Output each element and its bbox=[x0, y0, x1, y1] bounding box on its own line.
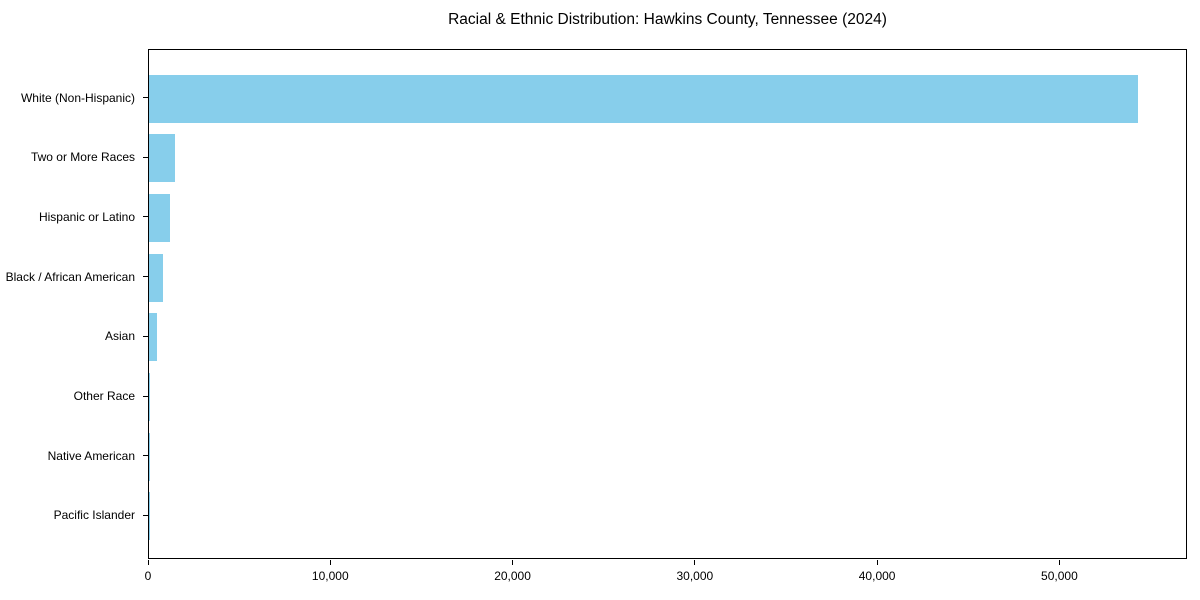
y-tick-mark bbox=[143, 216, 148, 218]
y-tick-label-other-race: Other Race bbox=[73, 389, 135, 403]
y-tick-label-hispanic-or-latino: Hispanic or Latino bbox=[38, 209, 135, 224]
y-tick-mark bbox=[143, 156, 148, 158]
bar-white-non-hispanic bbox=[149, 74, 1138, 123]
y-tick-mark bbox=[143, 514, 148, 516]
y-tick-label-native-american: Native American bbox=[47, 448, 135, 463]
x-tick-label: 0 bbox=[144, 569, 152, 583]
x-tick-mark bbox=[512, 560, 514, 565]
y-tick-mark bbox=[143, 395, 148, 397]
y-tick-label-two-or-more-races: Two or More Races bbox=[30, 150, 135, 165]
y-tick-mark bbox=[143, 276, 148, 278]
bar-other-race bbox=[149, 373, 151, 421]
x-tick-label: 20,000 bbox=[494, 569, 531, 583]
x-tick-label: 30,000 bbox=[676, 569, 714, 583]
bar-hispanic-or-latino bbox=[149, 193, 171, 242]
x-tick-label: 10,000 bbox=[311, 569, 349, 583]
bar-black-african-american bbox=[149, 253, 164, 302]
y-tick-label-black-african-american: Black / African American bbox=[5, 269, 135, 284]
bar-two-or-more-races bbox=[149, 134, 176, 183]
x-tick-label: 40,000 bbox=[858, 569, 896, 583]
y-tick-label-white-non-hispanic: White (Non-Hispanic) bbox=[20, 90, 135, 105]
y-tick-mark bbox=[143, 97, 148, 98]
x-axis: 0 10,000 20,000 30,000 40,000 50,000 bbox=[144, 560, 1187, 596]
y-tick-mark bbox=[143, 335, 148, 337]
x-tick-mark bbox=[148, 560, 149, 565]
x-tick-mark bbox=[1058, 560, 1060, 565]
bar-asian bbox=[149, 313, 157, 362]
x-tick-mark bbox=[329, 560, 331, 565]
chart-title: Racial & Ethnic Distribution: Hawkins Co… bbox=[448, 11, 887, 28]
y-tick-mark bbox=[143, 455, 148, 457]
y-tick-label-asian: Asian bbox=[104, 329, 135, 344]
x-tick-label: 50,000 bbox=[1041, 569, 1078, 583]
y-tick-label-pacific-islander: Pacific Islander bbox=[53, 508, 135, 523]
y-axis: White (Non-Hispanic) Two or More Races His… bbox=[0, 49, 148, 559]
plot-area bbox=[148, 49, 1187, 559]
x-tick-mark bbox=[694, 560, 696, 565]
bar-native-american bbox=[149, 432, 150, 481]
x-tick-mark bbox=[876, 560, 878, 565]
